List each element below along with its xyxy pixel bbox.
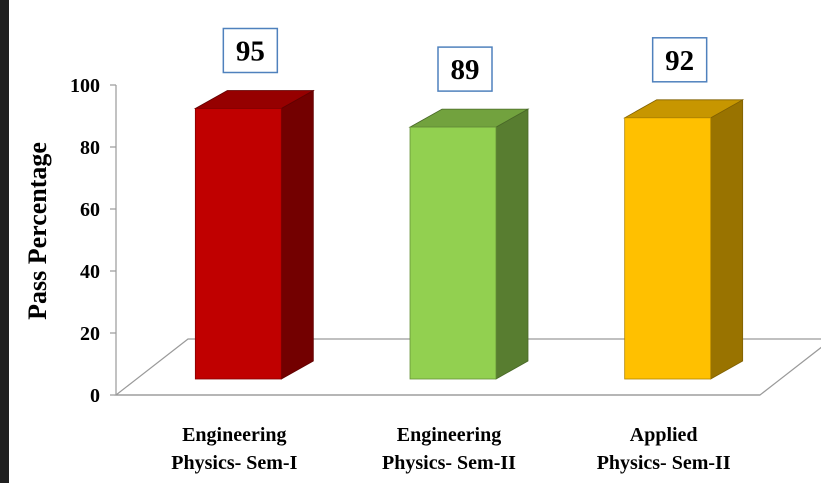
bar-side — [710, 99, 744, 380]
data-label: 89 — [451, 54, 480, 86]
y-tick-label: 100 — [70, 75, 100, 97]
data-label-box — [437, 46, 493, 92]
y-tick-label: 0 — [90, 385, 100, 407]
bar — [624, 117, 712, 380]
data-label: 92 — [665, 45, 694, 77]
bar-side — [495, 108, 529, 380]
data-label-box — [651, 37, 708, 83]
y-tick-label: 60 — [80, 199, 100, 221]
x-tick-label: Engineering Physics- Sem-I — [171, 424, 297, 474]
y-axis-title: Pass Percentage — [23, 142, 52, 320]
y-tick-label: 40 — [80, 261, 100, 283]
y-tick-label: 20 — [80, 323, 100, 345]
bar — [409, 126, 497, 380]
data-label: 95 — [236, 36, 265, 68]
x-tick-label: Engineering Physics- Sem-II — [382, 424, 516, 474]
left-border — [0, 0, 9, 483]
data-label-box — [222, 27, 279, 74]
x-tick-label: Applied Physics- Sem-II — [597, 424, 731, 474]
bar-side — [280, 89, 314, 380]
bar — [194, 108, 282, 380]
y-tick-label: 80 — [80, 137, 100, 159]
